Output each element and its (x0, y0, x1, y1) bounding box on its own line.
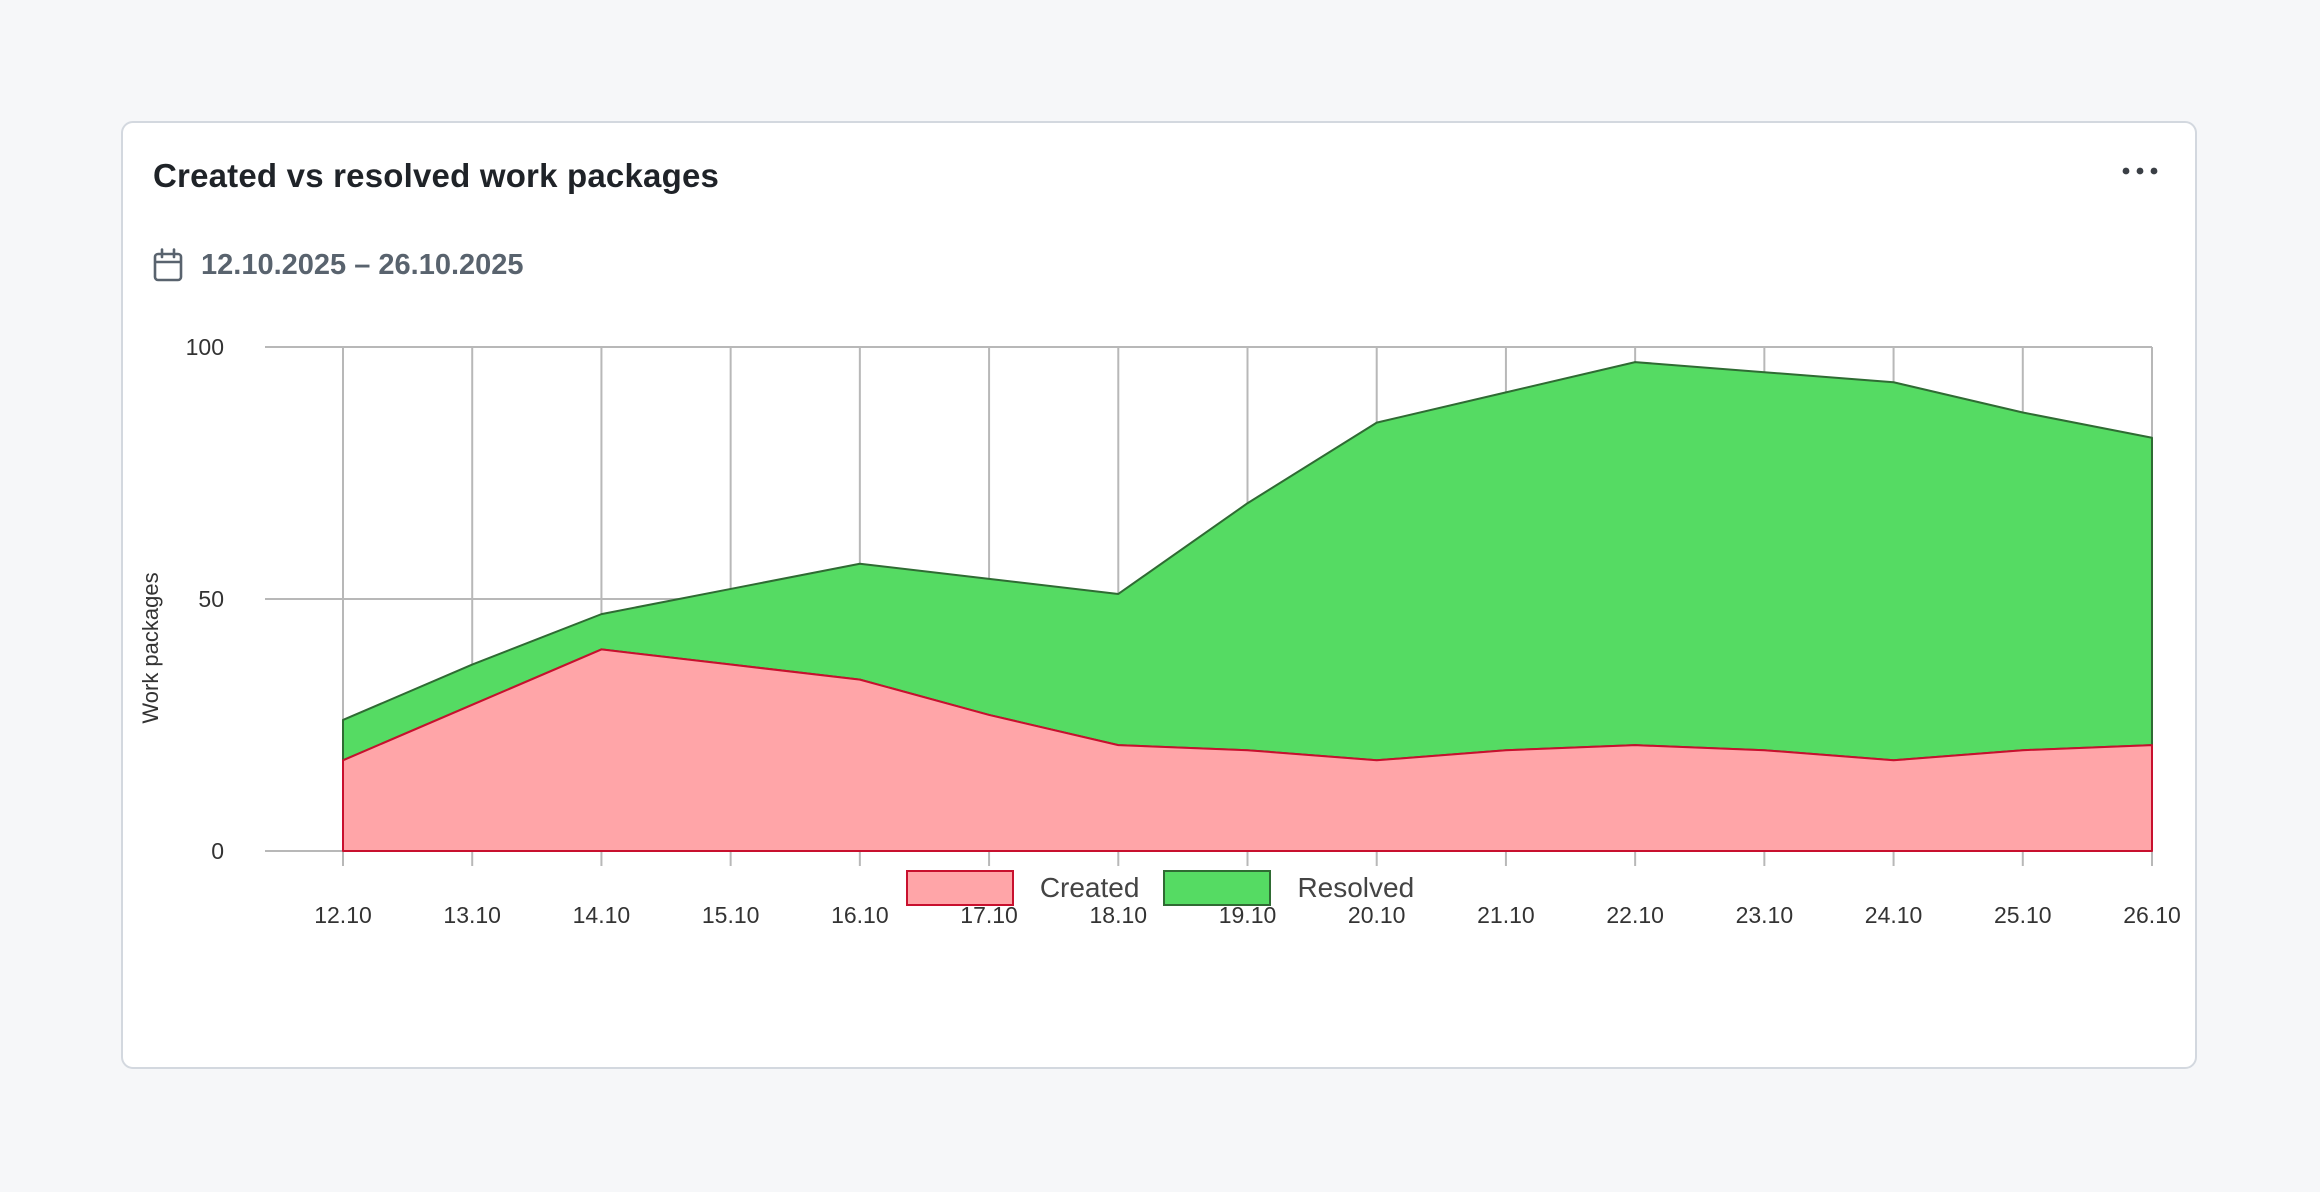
y-tick-label: 0 (211, 838, 224, 864)
data-point-resolved[interactable] (2147, 433, 2157, 443)
legend-item-resolved[interactable]: Resolved (1163, 870, 1414, 906)
legend-label: Resolved (1297, 872, 1415, 903)
date-range-row: 12.10.2025 – 26.10.2025 (153, 245, 524, 285)
x-tick-label: 17.10 (960, 902, 1018, 928)
data-point-resolved[interactable] (1243, 498, 1253, 508)
x-tick-label: 21.10 (1477, 902, 1535, 928)
x-tick-label: 19.10 (1219, 902, 1277, 928)
x-tick-label: 12.10 (314, 902, 372, 928)
data-point-resolved[interactable] (2018, 408, 2028, 418)
legend-label: Created (1039, 872, 1140, 903)
x-tick-label: 20.10 (1348, 902, 1406, 928)
data-point-resolved[interactable] (1889, 377, 1899, 387)
more-horizontal-icon (2122, 167, 2158, 175)
x-tick-label: 14.10 (573, 902, 631, 928)
date-range-text: 12.10.2025 – 26.10.2025 (201, 248, 524, 281)
x-tick-label: 13.10 (443, 902, 501, 928)
data-point-resolved[interactable] (1501, 387, 1511, 397)
data-point-created[interactable] (1630, 740, 1640, 750)
data-point-created[interactable] (2147, 740, 2157, 750)
data-point-resolved[interactable] (596, 609, 606, 619)
y-tick-label: 100 (186, 334, 224, 360)
legend-swatch (1163, 870, 1272, 906)
data-point-created[interactable] (2018, 745, 2028, 755)
data-point-created[interactable] (1113, 740, 1123, 750)
y-axis-title: Work packages (138, 572, 163, 723)
data-point-resolved[interactable] (855, 559, 865, 569)
data-point-created[interactable] (467, 700, 477, 710)
data-point-created[interactable] (596, 644, 606, 654)
x-tick-label: 26.10 (2123, 902, 2181, 928)
legend-swatch (905, 870, 1014, 906)
x-tick-label: 22.10 (1606, 902, 1664, 928)
data-point-created[interactable] (984, 710, 994, 720)
data-point-created[interactable] (1243, 745, 1253, 755)
x-tick-label: 24.10 (1865, 902, 1923, 928)
chart-legend: Created Resolved (0, 870, 2320, 906)
tick-layer: 0 50 100 12.10 13.10 14.10 15.10 16.10 17.10 18.1… (186, 334, 2181, 928)
data-point-created[interactable] (1759, 745, 1769, 755)
x-tick-label: 25.10 (1994, 902, 2052, 928)
data-point-resolved[interactable] (1113, 589, 1123, 599)
more-options-button[interactable] (2115, 153, 2165, 189)
data-point-created[interactable] (1889, 755, 1899, 765)
area-created[interactable] (342, 648, 2153, 852)
data-point-created[interactable] (338, 755, 348, 765)
data-point-created[interactable] (1372, 755, 1382, 765)
area-layer (338, 357, 2157, 852)
data-point-resolved[interactable] (338, 715, 348, 725)
data-point-resolved[interactable] (467, 660, 477, 670)
data-point-created[interactable] (855, 675, 865, 685)
data-point-resolved[interactable] (726, 584, 736, 594)
calendar-icon (153, 247, 185, 283)
data-point-created[interactable] (726, 660, 736, 670)
x-tick-label: 15.10 (702, 902, 760, 928)
x-tick-label: 23.10 (1736, 902, 1794, 928)
data-point-resolved[interactable] (1372, 418, 1382, 428)
data-point-resolved[interactable] (984, 574, 994, 584)
data-point-resolved[interactable] (1630, 357, 1640, 367)
data-point-created[interactable] (1501, 745, 1511, 755)
legend-item-created[interactable]: Created (905, 870, 1140, 906)
x-tick-label: 18.10 (1090, 902, 1148, 928)
data-point-resolved[interactable] (1759, 367, 1769, 377)
widget-title: Created vs resolved work packages (153, 157, 720, 194)
y-tick-label: 50 (198, 586, 224, 612)
x-tick-label: 16.10 (831, 902, 889, 928)
